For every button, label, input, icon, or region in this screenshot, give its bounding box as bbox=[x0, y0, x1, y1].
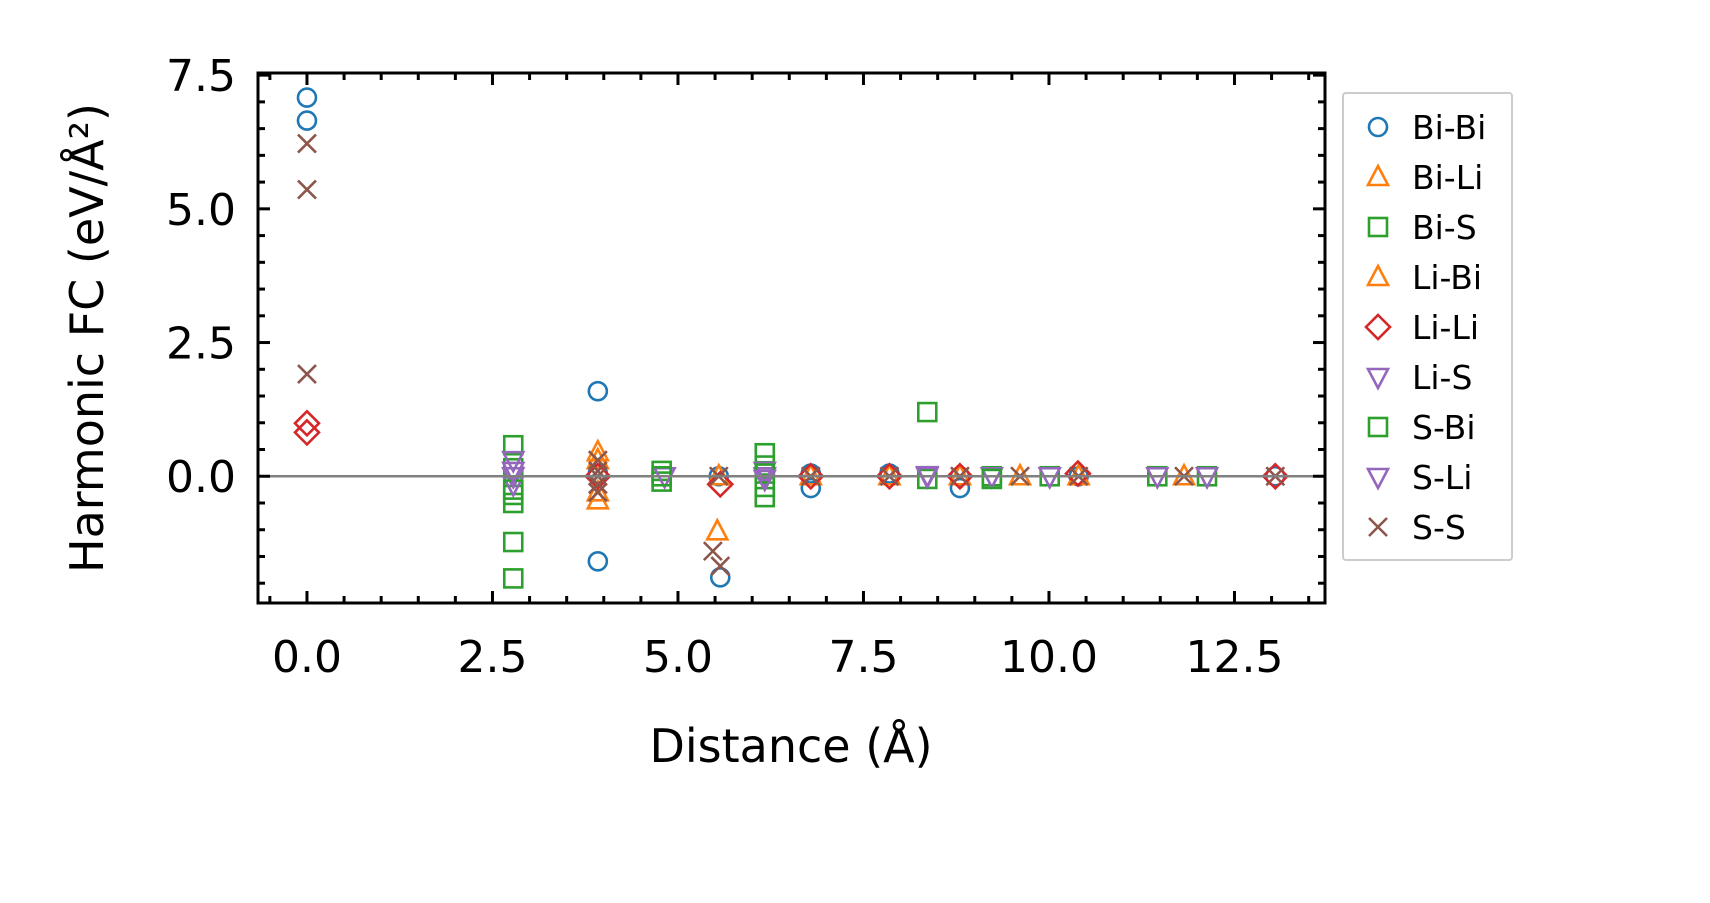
legend-item-li-bi: Li-Bi bbox=[1365, 258, 1482, 297]
data-point bbox=[752, 461, 777, 485]
legend-item-s-li: S-Li bbox=[1365, 458, 1472, 497]
legend-label: S-Li bbox=[1412, 458, 1472, 497]
legend-item-bi-bi: Bi-Bi bbox=[1367, 108, 1486, 147]
data-point bbox=[297, 364, 317, 385]
data-point bbox=[587, 550, 609, 572]
x-tick-label: 2.5 bbox=[457, 632, 527, 683]
data-point bbox=[587, 380, 609, 402]
series-bi-s bbox=[502, 401, 1218, 589]
data-point bbox=[979, 466, 1004, 491]
legend-item-li-li: Li-Li bbox=[1364, 308, 1479, 347]
x-tick-label: 10.0 bbox=[1000, 632, 1098, 683]
data-point bbox=[706, 470, 735, 499]
legend-label: Bi-Li bbox=[1412, 158, 1483, 197]
legend-item-bi-s: Bi-S bbox=[1367, 208, 1477, 247]
data-point bbox=[1261, 462, 1290, 491]
data-points bbox=[293, 87, 1290, 589]
data-point bbox=[297, 133, 317, 154]
legend: Bi-Bi Bi-Li Bi-S Li-Bi Li-Li Li-S S-Bi S-Li S-S bbox=[1342, 92, 1513, 561]
legend-marker-icon bbox=[1365, 263, 1391, 287]
data-point bbox=[796, 462, 825, 491]
data-point bbox=[297, 179, 317, 200]
plot-frame bbox=[256, 71, 1327, 605]
data-point bbox=[947, 462, 973, 486]
legend-label: Li-S bbox=[1412, 358, 1472, 397]
legend-label: Li-Bi bbox=[1412, 258, 1482, 297]
x-tick-label: 5.0 bbox=[643, 632, 713, 683]
series-li-li bbox=[293, 409, 1290, 499]
legend-item-bi-li: Bi-Li bbox=[1365, 158, 1483, 197]
axis-ticks: 0.0 2.5 5.0 7.5 10.0 12.5 0.0 2.5 5.0 7.5 bbox=[166, 51, 1325, 683]
legend-label: S-S bbox=[1412, 508, 1466, 547]
data-point bbox=[1194, 466, 1220, 491]
legend-marker-icon bbox=[1365, 163, 1391, 187]
y-tick-label: 0.0 bbox=[166, 452, 236, 503]
series-li-bi bbox=[585, 446, 1091, 502]
legend-marker-icon bbox=[1367, 116, 1389, 138]
legend-marker-icon bbox=[1364, 313, 1392, 341]
data-point bbox=[949, 477, 971, 499]
data-point bbox=[709, 567, 731, 588]
data-point bbox=[1171, 462, 1197, 486]
legend-marker-icon bbox=[1368, 517, 1388, 537]
legend-label: S-Bi bbox=[1412, 408, 1476, 447]
data-point bbox=[800, 477, 822, 499]
legend-marker-icon bbox=[1365, 467, 1391, 491]
series-s-s bbox=[297, 133, 1286, 577]
data-point bbox=[710, 556, 731, 577]
legend-label: Bi-S bbox=[1412, 208, 1477, 247]
data-point bbox=[296, 87, 318, 108]
data-point bbox=[946, 462, 974, 491]
data-point bbox=[1145, 466, 1170, 491]
data-point bbox=[502, 531, 524, 553]
data-point bbox=[705, 517, 730, 541]
data-point bbox=[293, 418, 321, 447]
data-point bbox=[981, 468, 1003, 490]
data-point bbox=[702, 541, 723, 562]
y-tick-label: 5.0 bbox=[166, 185, 236, 236]
data-point bbox=[296, 110, 318, 131]
legend-marker-icon bbox=[1367, 216, 1389, 238]
legend-item-s-s: S-S bbox=[1368, 508, 1466, 547]
y-tick-label: 2.5 bbox=[166, 319, 236, 370]
data-point bbox=[1007, 462, 1033, 486]
data-point bbox=[583, 462, 612, 491]
data-point bbox=[752, 469, 777, 493]
data-point bbox=[587, 482, 608, 503]
data-point bbox=[501, 466, 526, 491]
legend-marker-icon bbox=[1365, 367, 1391, 391]
y-axis-label: Harmonic FC (eV/Å²) bbox=[60, 103, 114, 573]
legend-label: Li-Li bbox=[1412, 308, 1479, 347]
data-point bbox=[875, 462, 904, 491]
y-tick-label: 7.5 bbox=[166, 51, 236, 102]
x-tick-label: 0.0 bbox=[272, 632, 342, 683]
data-point bbox=[585, 446, 610, 470]
x-tick-label: 12.5 bbox=[1185, 632, 1283, 683]
data-point bbox=[798, 462, 823, 486]
legend-frame bbox=[1342, 92, 1513, 561]
data-point bbox=[1037, 466, 1062, 491]
data-point bbox=[916, 401, 938, 423]
data-point bbox=[502, 434, 524, 456]
data-point bbox=[587, 474, 608, 495]
data-point bbox=[754, 442, 776, 464]
series-bi-bi bbox=[296, 87, 1286, 588]
legend-label: Bi-Bi bbox=[1412, 108, 1486, 147]
x-axis-label: Distance (Å) bbox=[649, 719, 932, 773]
series-bi-li bbox=[585, 438, 1197, 541]
data-point bbox=[501, 461, 526, 485]
data-point bbox=[502, 568, 524, 589]
series-li-s bbox=[501, 450, 1220, 499]
legend-item-li-s: Li-S bbox=[1365, 358, 1472, 397]
legend-marker-icon bbox=[1367, 416, 1389, 438]
legend-item-s-bi: S-Bi bbox=[1367, 408, 1476, 447]
x-tick-label: 7.5 bbox=[828, 632, 898, 683]
data-point bbox=[877, 462, 902, 486]
data-point bbox=[293, 409, 321, 438]
